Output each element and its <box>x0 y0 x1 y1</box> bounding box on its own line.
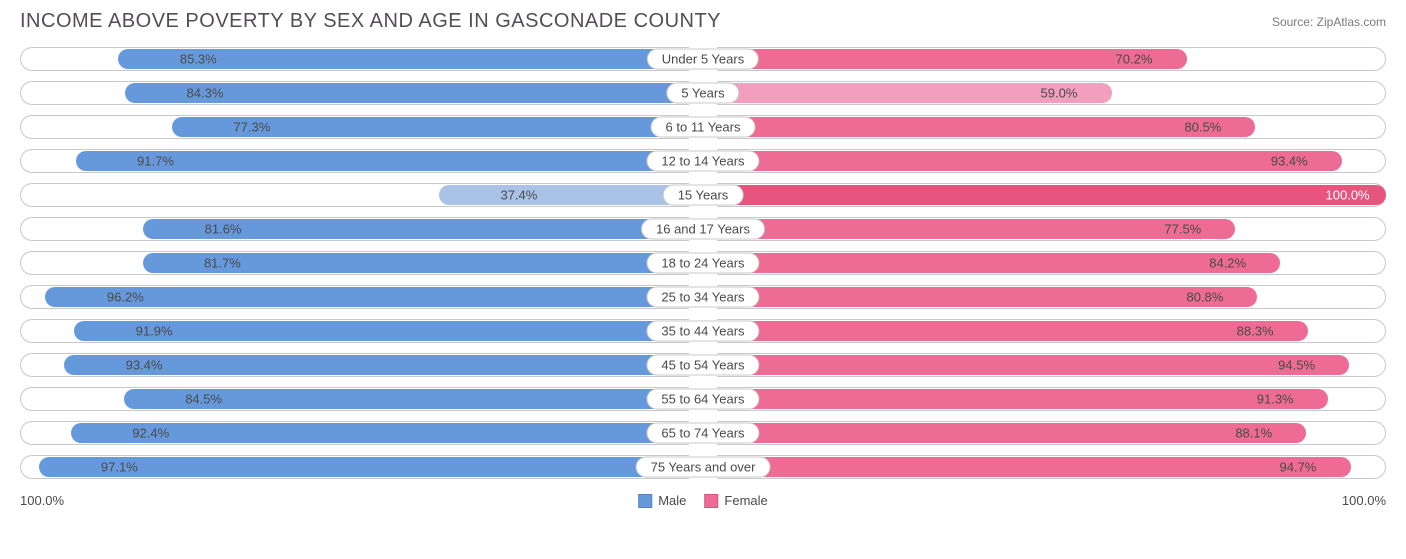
bar-female <box>717 321 1308 341</box>
chart-row: 97.1% 94.7% 75 Years and over <box>20 455 1386 479</box>
value-female: 80.5% <box>1184 120 1221 135</box>
value-female: 100.0% <box>1326 188 1370 203</box>
value-female: 91.3% <box>1257 392 1294 407</box>
chart-row: 93.4% 94.5% 45 to 54 Years <box>20 353 1386 377</box>
chart-row: 91.7% 93.4% 12 to 14 Years <box>20 149 1386 173</box>
chart-row: 84.3% 59.0% 5 Years <box>20 81 1386 105</box>
category-label: 55 to 64 Years <box>646 389 759 410</box>
value-male: 93.4% <box>126 358 163 373</box>
category-label: 16 and 17 Years <box>641 219 765 240</box>
legend-item-male: Male <box>638 493 686 508</box>
bar-female <box>717 151 1342 171</box>
chart-footer: 100.0% Male Female 100.0% <box>0 489 1406 508</box>
category-label: 12 to 14 Years <box>646 151 759 172</box>
category-label: 45 to 54 Years <box>646 355 759 376</box>
value-male: 81.6% <box>205 222 242 237</box>
value-female: 70.2% <box>1116 52 1153 67</box>
value-male: 77.3% <box>233 120 270 135</box>
category-label: 5 Years <box>666 83 739 104</box>
chart-row: 81.7% 84.2% 18 to 24 Years <box>20 251 1386 275</box>
value-male: 91.9% <box>136 324 173 339</box>
value-female: 88.3% <box>1237 324 1274 339</box>
chart-row: 91.9% 88.3% 35 to 44 Years <box>20 319 1386 343</box>
bar-female <box>717 253 1281 273</box>
bar-female <box>717 423 1307 443</box>
value-male: 84.3% <box>187 86 224 101</box>
chart-row: 84.5% 91.3% 55 to 64 Years <box>20 387 1386 411</box>
category-label: 15 Years <box>663 185 744 206</box>
bar-female <box>717 287 1258 307</box>
value-male: 85.3% <box>180 52 217 67</box>
category-label: Under 5 Years <box>647 49 759 70</box>
bar-female <box>717 457 1351 477</box>
value-male: 96.2% <box>107 290 144 305</box>
legend: Male Female <box>638 493 768 508</box>
value-male: 81.7% <box>204 256 241 271</box>
category-label: 6 to 11 Years <box>651 117 756 138</box>
value-female: 84.2% <box>1209 256 1246 271</box>
value-female: 94.5% <box>1278 358 1315 373</box>
bar-male <box>439 185 689 205</box>
value-male: 97.1% <box>101 460 138 475</box>
legend-label-female: Female <box>724 493 767 508</box>
bar-female <box>717 389 1328 409</box>
legend-item-female: Female <box>704 493 767 508</box>
category-label: 18 to 24 Years <box>646 253 759 274</box>
axis-left-label: 100.0% <box>20 493 64 508</box>
bar-female <box>717 355 1350 375</box>
value-female: 94.7% <box>1280 460 1317 475</box>
chart-row: 96.2% 80.8% 25 to 34 Years <box>20 285 1386 309</box>
bar-female <box>717 219 1236 239</box>
diverging-bar-chart: 85.3% 70.2% Under 5 Years 84.3% 59.0% 5 Years… <box>0 47 1406 479</box>
value-female: 59.0% <box>1041 86 1078 101</box>
category-label: 25 to 34 Years <box>646 287 759 308</box>
value-male: 91.7% <box>137 154 174 169</box>
chart-title: INCOME ABOVE POVERTY BY SEX AND AGE IN G… <box>20 10 721 33</box>
legend-swatch-female <box>704 494 718 508</box>
chart-row: 81.6% 77.5% 16 and 17 Years <box>20 217 1386 241</box>
chart-row: 37.4% 100.0% 15 Years <box>20 183 1386 207</box>
category-label: 35 to 44 Years <box>646 321 759 342</box>
value-male: 92.4% <box>132 426 169 441</box>
chart-row: 85.3% 70.2% Under 5 Years <box>20 47 1386 71</box>
chart-row: 92.4% 88.1% 65 to 74 Years <box>20 421 1386 445</box>
value-female: 80.8% <box>1186 290 1223 305</box>
legend-label-male: Male <box>658 493 686 508</box>
category-label: 65 to 74 Years <box>646 423 759 444</box>
bar-female <box>717 117 1256 137</box>
chart-row: 77.3% 80.5% 6 to 11 Years <box>20 115 1386 139</box>
value-male: 37.4% <box>500 188 537 203</box>
category-label: 75 Years and over <box>636 457 771 478</box>
chart-header: INCOME ABOVE POVERTY BY SEX AND AGE IN G… <box>0 0 1406 47</box>
legend-swatch-male <box>638 494 652 508</box>
value-female: 77.5% <box>1164 222 1201 237</box>
value-male: 84.5% <box>185 392 222 407</box>
bar-female <box>717 185 1386 205</box>
chart-source: Source: ZipAtlas.com <box>1272 15 1386 29</box>
value-female: 93.4% <box>1271 154 1308 169</box>
axis-right-label: 100.0% <box>1342 493 1386 508</box>
value-female: 88.1% <box>1235 426 1272 441</box>
